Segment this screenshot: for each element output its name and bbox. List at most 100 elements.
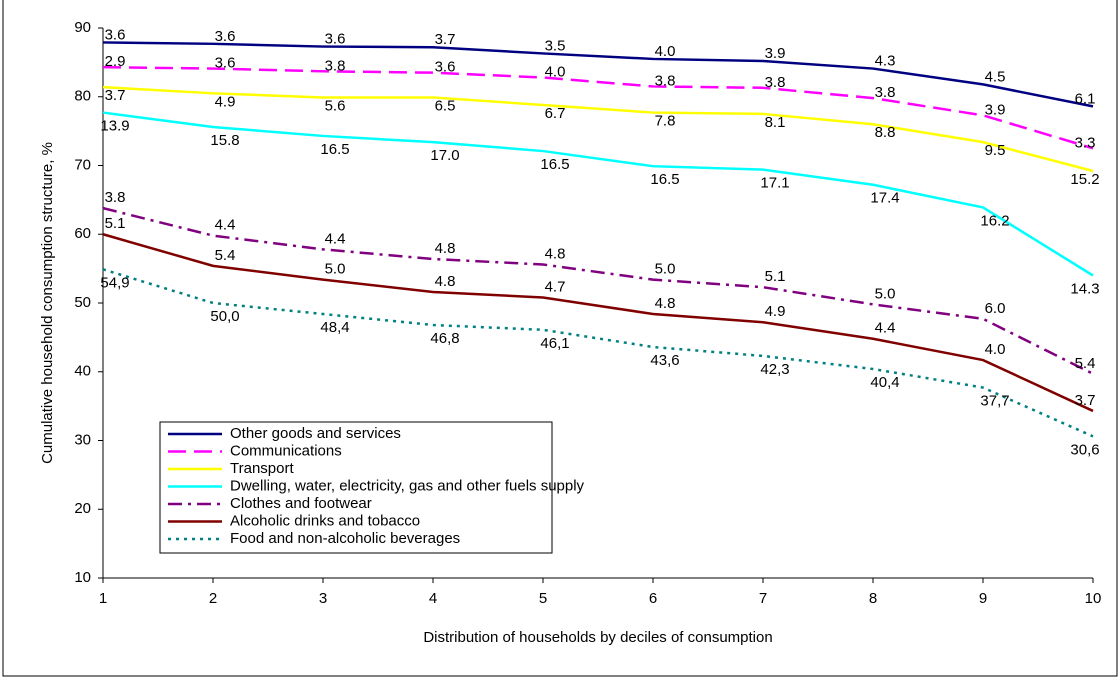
data-label: 3.8: [765, 74, 786, 91]
data-label: 16.5: [650, 171, 679, 188]
data-label: 4.5: [985, 68, 1006, 85]
data-label: 3.9: [765, 45, 786, 62]
legend-label: Transport: [230, 460, 294, 477]
data-label: 3.8: [875, 84, 896, 101]
data-label: 48,4: [320, 319, 349, 336]
series-line: [102, 206, 1094, 375]
legend-label: Dwelling, water, electricity, gas and ot…: [230, 477, 585, 494]
x-tick-label: 5: [539, 590, 547, 607]
data-label: 3.8: [325, 57, 346, 74]
data-label: 6.5: [435, 97, 456, 114]
data-label: 16.2: [980, 212, 1009, 229]
series-line: [102, 41, 1094, 108]
x-tick-label: 6: [649, 590, 657, 607]
data-label: 8.1: [765, 114, 786, 131]
series-line: [102, 65, 1094, 150]
legend-label: Alcoholic drinks and tobacco: [230, 512, 420, 529]
data-label: 3.3: [1075, 134, 1096, 151]
data-label: 50,0: [210, 308, 239, 325]
data-label: 14.3: [1070, 280, 1099, 297]
data-label: 17.1: [760, 175, 789, 192]
x-tick-label: 10: [1085, 590, 1102, 607]
data-label: 30,6: [1070, 441, 1099, 458]
data-label: 5.0: [325, 261, 346, 278]
y-tick-label: 90: [74, 19, 91, 36]
data-label: 43,6: [650, 352, 679, 369]
data-label: 7.8: [655, 113, 676, 130]
legend-label: Food and non-alcoholic beverages: [230, 530, 460, 547]
data-label: 13.9: [100, 118, 129, 135]
data-label: 6.0: [985, 300, 1006, 317]
legend-box: [159, 421, 553, 554]
data-label: 3.7: [1075, 392, 1096, 409]
data-label: 5.0: [875, 285, 896, 302]
data-label: 17.4: [870, 190, 899, 207]
data-label: 4.4: [875, 320, 896, 337]
y-tick-label: 10: [74, 569, 91, 586]
series-line: [102, 85, 1094, 173]
y-axis-label: Cumulative household consumption structu…: [39, 142, 56, 464]
data-label: 3.8: [105, 189, 126, 206]
data-label: 37,7: [980, 393, 1009, 410]
data-label: 3.5: [545, 37, 566, 54]
data-label: 4.4: [215, 217, 236, 234]
series-line: [102, 233, 1094, 413]
x-tick-label: 8: [869, 590, 877, 607]
y-tick-label: 20: [74, 500, 91, 517]
data-label: 4.4: [325, 230, 346, 247]
data-label: 8.8: [875, 124, 896, 141]
data-label: 9.5: [985, 142, 1006, 159]
data-label: 6.1: [1075, 90, 1096, 107]
legend-label: Clothes and footwear: [230, 495, 372, 512]
y-tick-label: 30: [74, 431, 91, 448]
data-label: 6.7: [545, 105, 566, 122]
data-label: 16.5: [320, 141, 349, 158]
data-label: 3.7: [435, 31, 456, 48]
y-tick-label: 40: [74, 363, 91, 380]
legend-label: Communications: [230, 442, 342, 459]
data-label: 5.4: [215, 247, 236, 264]
data-label: 4.8: [655, 295, 676, 312]
data-label: 3.6: [105, 26, 126, 43]
data-label: 4.0: [545, 63, 566, 80]
x-tick-label: 4: [429, 590, 437, 607]
data-label: 2.9: [105, 53, 126, 70]
data-label: 5.0: [655, 261, 676, 278]
y-tick-label: 60: [74, 225, 91, 242]
x-tick-label: 7: [759, 590, 767, 607]
data-label: 4.0: [985, 341, 1006, 358]
data-label: 3.6: [435, 59, 456, 76]
x-axis-label: Distribution of households by deciles of…: [423, 629, 772, 646]
y-tick-label: 80: [74, 88, 91, 105]
data-label: 42,3: [760, 361, 789, 378]
data-label: 15.2: [1070, 171, 1099, 188]
data-label: 4.7: [545, 278, 566, 295]
data-label: 17.0: [430, 147, 459, 164]
x-tick-label: 3: [319, 590, 327, 607]
data-label: 54,9: [100, 274, 129, 291]
data-label: 4.0: [655, 43, 676, 60]
data-label: 16.5: [540, 156, 569, 173]
series-line: [102, 268, 1094, 438]
data-label: 3.9: [985, 101, 1006, 118]
data-label: 4.9: [215, 93, 236, 110]
data-label: 4.8: [435, 240, 456, 257]
data-label: 5.6: [325, 97, 346, 114]
data-label: 40,4: [870, 374, 899, 391]
data-label: 46,8: [430, 330, 459, 347]
y-tick-label: 50: [74, 294, 91, 311]
data-label: 4.9: [765, 303, 786, 320]
data-label: 3.6: [215, 28, 236, 45]
data-label: 4.3: [875, 53, 896, 70]
data-label: 4.8: [435, 273, 456, 290]
data-label: 15.8: [210, 132, 239, 149]
data-label: 4.8: [545, 245, 566, 262]
data-label: 5.1: [105, 215, 126, 232]
series-line: [102, 111, 1094, 277]
data-label: 46,1: [540, 335, 569, 352]
data-label: 3.6: [215, 55, 236, 72]
x-tick-label: 2: [209, 590, 217, 607]
x-tick-label: 1: [99, 590, 107, 607]
